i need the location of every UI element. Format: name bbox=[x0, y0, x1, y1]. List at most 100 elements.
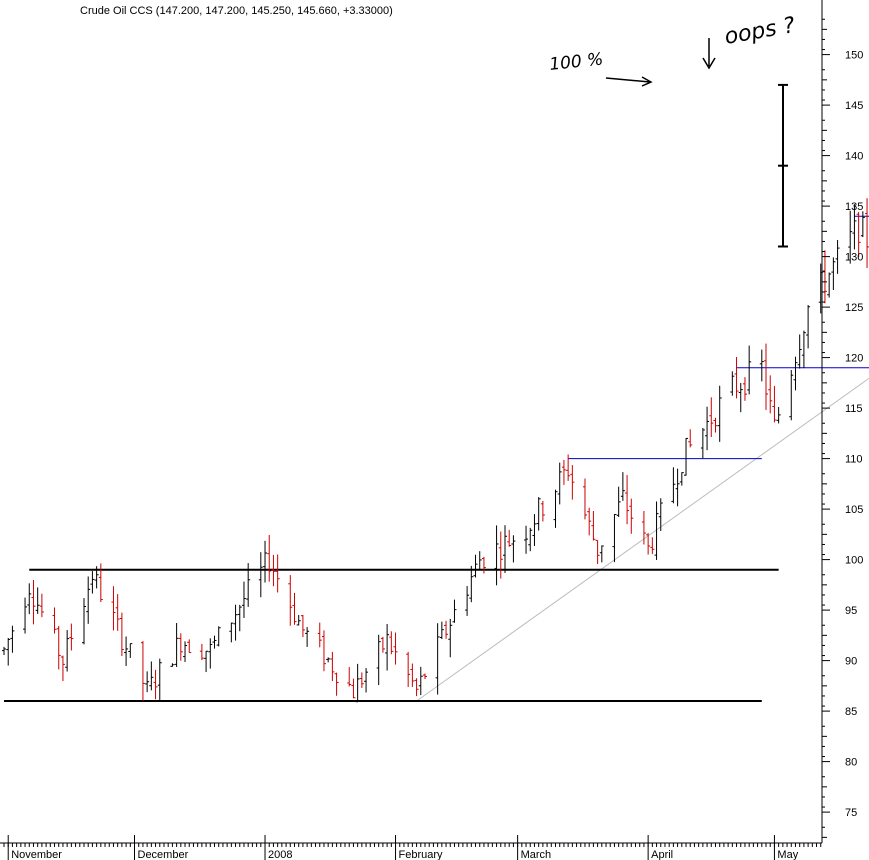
ohlc-bar bbox=[561, 459, 566, 485]
y-tick-label: 120 bbox=[845, 353, 863, 365]
x-tick-label: November bbox=[11, 849, 62, 860]
ohlc-bar bbox=[641, 510, 646, 545]
ohlc-bar bbox=[115, 594, 120, 631]
ohlc-bar bbox=[334, 672, 339, 696]
ohlc-bar bbox=[650, 537, 655, 554]
ohlc-bar bbox=[65, 630, 70, 672]
ohlc-bar bbox=[351, 678, 356, 699]
ohlc-bar bbox=[705, 406, 710, 451]
ohlc-bar bbox=[300, 615, 305, 638]
ohlc-bar bbox=[684, 437, 689, 476]
ohlc-bar bbox=[305, 627, 310, 647]
ohlc-bar bbox=[10, 625, 15, 653]
y-tick-label: 110 bbox=[845, 454, 863, 466]
ohlc-bar bbox=[321, 630, 326, 672]
ohlc-bar bbox=[582, 478, 587, 520]
ohlc-bar bbox=[94, 566, 99, 589]
ohlc-bar bbox=[237, 604, 242, 632]
ohlc-bar bbox=[326, 657, 331, 663]
ohlc-bar bbox=[477, 551, 482, 571]
x-tick-label: December bbox=[138, 849, 189, 860]
ohlc-bar bbox=[856, 212, 861, 258]
ohlc-bar bbox=[675, 468, 680, 507]
ohlc-bar bbox=[2, 646, 6, 656]
ohlc-bar bbox=[199, 643, 204, 661]
ohlc-bar bbox=[86, 576, 91, 624]
ohlc-bar bbox=[759, 349, 764, 382]
ohlc-bar bbox=[865, 198, 869, 269]
ohlc-bar bbox=[646, 533, 651, 555]
ohlc-bar bbox=[359, 672, 364, 688]
y-tick-label: 115 bbox=[845, 403, 863, 415]
ohlc-bar bbox=[178, 633, 183, 661]
ohlc-bar bbox=[793, 356, 798, 391]
x-tick-label: May bbox=[777, 849, 798, 860]
ohlc-bar bbox=[149, 661, 154, 691]
ohlc-bar bbox=[317, 622, 322, 648]
ohlc-bar bbox=[448, 618, 453, 658]
ohlc-bar bbox=[852, 204, 857, 250]
ohlc-bar bbox=[35, 587, 40, 614]
ohlc-bar bbox=[688, 429, 693, 448]
hand-annotations: 100 % oops ? bbox=[548, 13, 797, 87]
ohlc-bar bbox=[233, 604, 238, 641]
ohlc-bar bbox=[418, 666, 423, 696]
y-tick-label: 90 bbox=[845, 656, 857, 668]
ohlc-bar bbox=[452, 599, 457, 623]
x-tick-label: 2008 bbox=[268, 849, 292, 860]
y-tick-label: 85 bbox=[845, 706, 857, 718]
ohlc-bar bbox=[6, 637, 11, 666]
ohlc-bar bbox=[23, 597, 28, 634]
ohlc-bar bbox=[776, 406, 781, 424]
annotation-100-percent: 100 % bbox=[548, 49, 604, 75]
ohlc-bar bbox=[31, 579, 36, 625]
ohlc-bar bbox=[204, 650, 209, 673]
ohlc-bar bbox=[128, 643, 133, 658]
ohlc-bar bbox=[465, 586, 470, 616]
ohlc-bar bbox=[145, 671, 150, 693]
ohlc-bar bbox=[511, 535, 516, 563]
ohlc-bar bbox=[848, 210, 853, 264]
ohlc-bar bbox=[700, 427, 705, 459]
ohlc-bar bbox=[267, 535, 272, 582]
ohlc-bar bbox=[768, 375, 773, 414]
ohlc-bar bbox=[330, 651, 335, 682]
ohlc-bar bbox=[229, 622, 234, 643]
annotation-arrow-right bbox=[605, 76, 653, 87]
y-tick-label: 105 bbox=[845, 504, 863, 516]
ohlc-bar bbox=[469, 565, 474, 603]
ohlc-bar bbox=[747, 345, 752, 395]
ohlc-bar bbox=[827, 272, 832, 298]
ohlc-bar bbox=[124, 636, 129, 666]
ohlc-bar bbox=[629, 498, 634, 534]
ohlc-bar bbox=[831, 257, 836, 291]
ohlc-bar bbox=[717, 385, 722, 442]
ohlc-bar bbox=[60, 655, 65, 682]
ohlc-bar bbox=[81, 598, 86, 645]
ohlc-bar bbox=[39, 593, 44, 618]
ohlc-bar bbox=[553, 489, 558, 528]
support-resistance-lines bbox=[4, 215, 869, 702]
ohlc-bar bbox=[380, 636, 385, 653]
ohlc-bar bbox=[435, 623, 440, 695]
ohlc-bar bbox=[557, 462, 562, 505]
x-tick-label: April bbox=[651, 849, 673, 860]
ohlc-bar bbox=[481, 556, 486, 574]
ohlc-bar bbox=[789, 369, 794, 421]
ohlc-bar bbox=[157, 658, 162, 700]
y-tick-label: 140 bbox=[845, 151, 863, 163]
ohlc-bar bbox=[292, 592, 297, 625]
y-tick-label: 100 bbox=[845, 555, 863, 567]
ohlc-bar bbox=[170, 663, 175, 667]
x-tick-label: March bbox=[521, 849, 552, 860]
ohlc-bar bbox=[385, 623, 390, 671]
ohlc-bar bbox=[528, 527, 533, 552]
ohlc-bar bbox=[494, 525, 499, 586]
ohlc-bar bbox=[52, 607, 57, 634]
ohlc-bar bbox=[271, 554, 276, 587]
y-tick-label: 135 bbox=[845, 201, 863, 213]
ohlc-bar bbox=[797, 334, 802, 369]
ohlc-bar bbox=[679, 472, 684, 486]
ohlc-bar bbox=[140, 641, 145, 701]
ohlc-bar bbox=[742, 377, 747, 401]
